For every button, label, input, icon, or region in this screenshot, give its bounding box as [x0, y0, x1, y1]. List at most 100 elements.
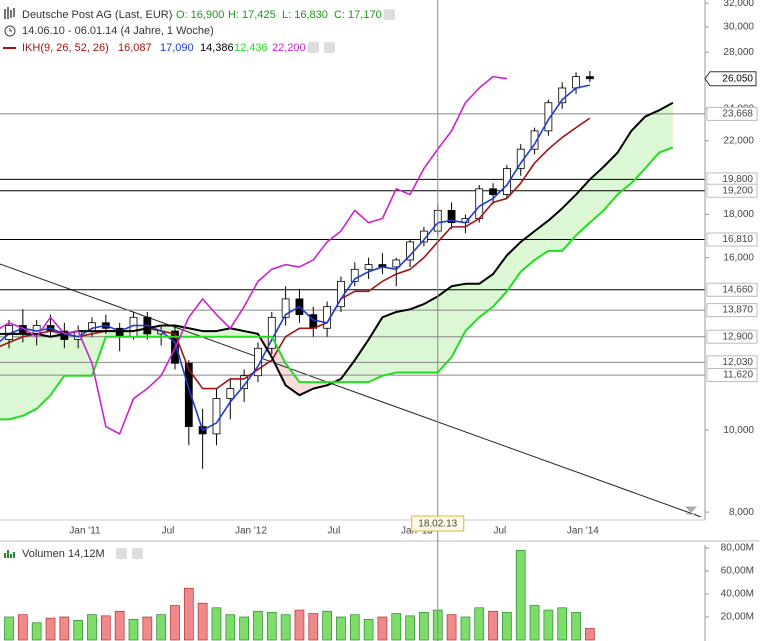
cloud	[354, 339, 369, 383]
level-label: 12,030	[722, 357, 753, 368]
cloud	[0, 333, 10, 420]
cloud	[562, 194, 577, 251]
x-tick-label: Jan '14	[567, 526, 599, 537]
cloud	[520, 231, 535, 272]
cloud	[617, 130, 632, 195]
cloud	[451, 283, 466, 358]
level-box	[706, 106, 758, 121]
candle-body	[254, 347, 262, 377]
cloud	[631, 116, 646, 184]
level-box	[706, 282, 758, 297]
scroll-icon[interactable]	[684, 506, 698, 515]
candle-body	[392, 259, 401, 268]
x-tick-label: Jul	[162, 526, 175, 537]
volume-bar	[405, 615, 415, 641]
volume-bar	[239, 616, 249, 641]
chart-title: Deutsche Post AG (Last, EUR)	[22, 9, 172, 21]
volume-bar	[18, 614, 28, 641]
level-box	[706, 303, 758, 318]
x-tick-label: Jan '12	[235, 526, 267, 537]
candle-body	[226, 388, 235, 399]
candle-body	[212, 398, 221, 435]
chart-icon	[4, 7, 15, 19]
volume-bar	[266, 612, 277, 641]
cloud	[396, 309, 411, 373]
volume-bar	[474, 607, 485, 641]
level-label: 14,660	[722, 284, 753, 295]
y-tick-label: 16,000	[723, 252, 754, 263]
cloud	[64, 331, 79, 376]
volume-bar	[322, 610, 332, 641]
cloud	[659, 102, 673, 153]
volume-bar	[211, 607, 222, 641]
close-icon[interactable]	[132, 548, 143, 559]
volume-bar	[253, 610, 263, 641]
level-box	[706, 232, 758, 247]
volume-bar	[557, 607, 568, 641]
indicator-name: IKH(9, 26, 52, 26)	[22, 42, 109, 54]
volume-bar	[183, 587, 194, 641]
ohlc-readout: L: 16,830	[282, 9, 328, 21]
cloud	[479, 274, 494, 318]
cloud	[506, 241, 521, 292]
y-tick-label: 10,000	[723, 425, 754, 436]
x-tick-label: Jul	[328, 526, 341, 537]
indicator-line	[0, 75, 508, 435]
level-label: 19,800	[722, 174, 753, 185]
cloud	[9, 333, 23, 420]
level-label: 19,200	[722, 185, 753, 196]
volume-y-tick-label: 20,00M	[721, 612, 754, 623]
clock-icon	[4, 25, 16, 37]
candle-body	[544, 102, 553, 132]
indicator-line	[0, 84, 591, 431]
cloud	[410, 304, 424, 373]
settings-icon[interactable]	[384, 9, 395, 20]
cloud	[548, 208, 563, 251]
candle-body	[585, 76, 594, 80]
level-label: 11,620	[723, 370, 753, 381]
y-tick-label: 18,000	[723, 209, 754, 220]
candle-body	[489, 188, 497, 195]
volume-bar	[73, 620, 84, 641]
cloud	[36, 333, 51, 409]
y-tick-label: 32,000	[723, 0, 754, 9]
volume-bar	[529, 605, 540, 641]
trend-line	[0, 263, 701, 518]
volume-bar	[377, 616, 388, 641]
volume-bar	[170, 605, 180, 641]
candle-body	[281, 298, 290, 318]
settings-icon[interactable]	[308, 42, 319, 53]
candle-body	[502, 168, 511, 195]
close-icon[interactable]	[324, 42, 335, 53]
cloud	[368, 317, 383, 383]
volume-bar	[4, 616, 14, 641]
indicator-line	[0, 146, 674, 421]
level-box	[706, 368, 758, 383]
cloud	[603, 152, 618, 211]
volume-bar	[571, 612, 581, 641]
volume-bar	[515, 549, 526, 641]
header: Deutsche Post AG (Last, EUR) 14.06.10 - …	[0, 4, 400, 56]
volume-readout: 14,12M	[68, 548, 105, 560]
volume-bar	[156, 614, 166, 641]
volume-header: Volumen 14,12M	[4, 548, 143, 560]
ohlc-readout: H: 17,425	[228, 9, 276, 21]
y-tick-label: 30,000	[723, 22, 754, 33]
volume-bar	[45, 617, 56, 641]
volume-y-tick-label: 40,00M	[721, 589, 754, 600]
y-tick-label: 8,000	[729, 507, 754, 518]
cloud	[78, 331, 92, 376]
cloud	[382, 311, 397, 376]
volume-bar	[502, 612, 512, 641]
cloud	[437, 286, 452, 373]
settings-icon[interactable]	[116, 548, 127, 559]
cloud	[589, 166, 604, 223]
ohlc-readout: O: 16,900	[176, 9, 224, 21]
candle-body	[530, 130, 539, 150]
candle-body	[572, 76, 580, 89]
volume-y-tick-label: 80,00M	[721, 543, 754, 554]
crosshair-label: 18.02.13	[418, 519, 457, 530]
